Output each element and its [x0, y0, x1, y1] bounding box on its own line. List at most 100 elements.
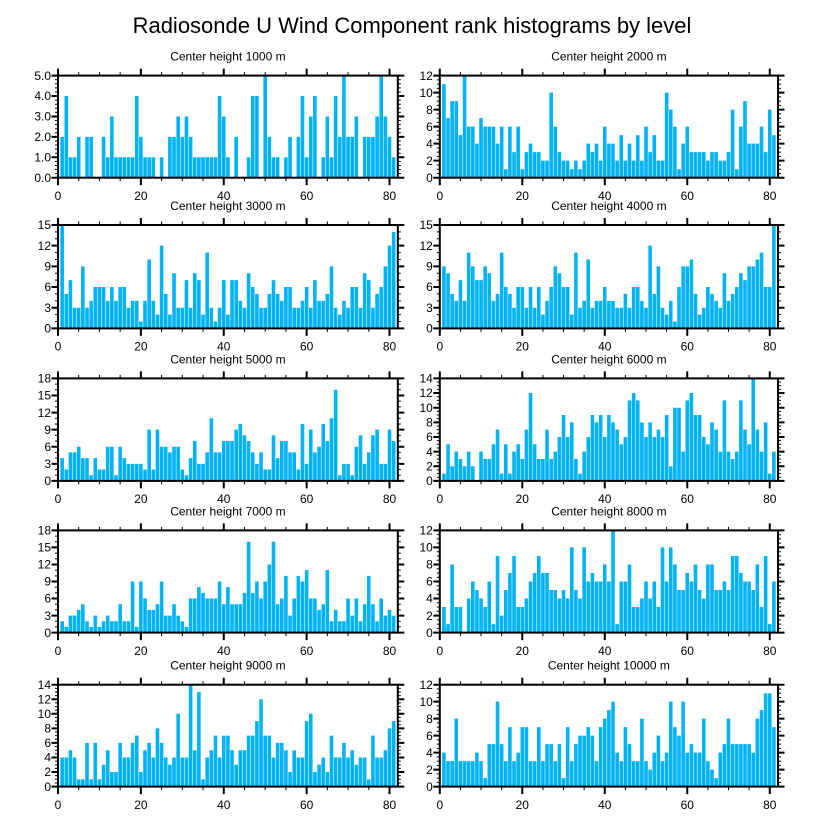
svg-text:40: 40	[598, 644, 612, 658]
svg-text:80: 80	[383, 189, 397, 203]
svg-text:4: 4	[426, 746, 433, 760]
svg-text:60: 60	[681, 492, 695, 506]
svg-text:40: 40	[217, 798, 231, 812]
svg-text:4: 4	[426, 592, 433, 606]
svg-text:80: 80	[763, 798, 777, 812]
svg-text:2: 2	[426, 609, 433, 623]
svg-text:Center height 1000 m: Center height 1000 m	[170, 50, 285, 64]
svg-text:40: 40	[598, 340, 612, 354]
svg-text:80: 80	[763, 492, 777, 506]
svg-text:Center height 8000 m: Center height 8000 m	[551, 504, 666, 518]
svg-text:4: 4	[426, 445, 433, 459]
svg-text:9: 9	[44, 423, 51, 437]
svg-text:40: 40	[217, 189, 231, 203]
svg-text:Center height 10000 m: Center height 10000 m	[548, 659, 670, 673]
svg-text:6: 6	[426, 120, 433, 134]
svg-text:60: 60	[300, 798, 314, 812]
svg-text:3: 3	[44, 609, 51, 623]
svg-text:14: 14	[419, 372, 433, 386]
svg-text:10: 10	[419, 86, 433, 100]
svg-text:60: 60	[300, 492, 314, 506]
svg-text:9: 9	[426, 260, 433, 274]
svg-text:0: 0	[426, 780, 433, 794]
svg-text:15: 15	[419, 218, 433, 232]
svg-text:60: 60	[300, 340, 314, 354]
svg-text:6: 6	[426, 575, 433, 589]
svg-text:14: 14	[38, 678, 52, 692]
svg-text:20: 20	[134, 644, 148, 658]
svg-text:20: 20	[134, 492, 148, 506]
svg-text:80: 80	[383, 798, 397, 812]
svg-text:80: 80	[383, 340, 397, 354]
svg-text:Center height 6000 m: Center height 6000 m	[551, 352, 666, 366]
svg-text:Center height 2000 m: Center height 2000 m	[551, 50, 666, 64]
svg-text:3: 3	[44, 457, 51, 471]
svg-text:12: 12	[419, 524, 433, 538]
svg-text:4.0: 4.0	[34, 89, 51, 103]
svg-text:15: 15	[38, 218, 52, 232]
svg-text:8: 8	[426, 558, 433, 572]
svg-text:0: 0	[426, 474, 433, 488]
svg-text:0: 0	[55, 340, 62, 354]
svg-text:10: 10	[38, 707, 52, 721]
svg-text:0: 0	[436, 798, 443, 812]
svg-text:0: 0	[55, 492, 62, 506]
svg-text:0: 0	[44, 474, 51, 488]
svg-text:20: 20	[516, 189, 530, 203]
svg-text:3: 3	[44, 301, 51, 315]
svg-text:15: 15	[38, 541, 52, 555]
svg-text:2: 2	[426, 459, 433, 473]
svg-text:40: 40	[598, 798, 612, 812]
svg-text:Center height 5000 m: Center height 5000 m	[170, 352, 285, 366]
svg-text:0: 0	[55, 644, 62, 658]
svg-text:40: 40	[598, 492, 612, 506]
svg-text:20: 20	[516, 340, 530, 354]
svg-text:Center height 9000 m: Center height 9000 m	[170, 659, 285, 673]
svg-text:60: 60	[681, 340, 695, 354]
svg-text:0: 0	[426, 322, 433, 336]
svg-text:Center height 4000 m: Center height 4000 m	[551, 199, 666, 213]
svg-text:Center height 3000 m: Center height 3000 m	[170, 199, 285, 213]
svg-text:Radiosonde U Wind Component ra: Radiosonde U Wind Component rank histogr…	[133, 13, 692, 38]
svg-text:40: 40	[217, 492, 231, 506]
svg-text:20: 20	[134, 340, 148, 354]
svg-text:12: 12	[419, 239, 433, 253]
svg-text:8: 8	[44, 722, 51, 736]
svg-text:12: 12	[38, 239, 52, 253]
svg-text:10: 10	[419, 401, 433, 415]
svg-text:0: 0	[44, 626, 51, 640]
svg-text:20: 20	[134, 189, 148, 203]
svg-text:12: 12	[419, 678, 433, 692]
svg-text:80: 80	[763, 340, 777, 354]
svg-text:0: 0	[436, 189, 443, 203]
svg-text:6: 6	[426, 280, 433, 294]
svg-text:Center height 7000 m: Center height 7000 m	[170, 504, 285, 518]
svg-text:60: 60	[681, 189, 695, 203]
svg-text:60: 60	[300, 644, 314, 658]
svg-text:12: 12	[38, 406, 52, 420]
svg-text:12: 12	[38, 558, 52, 572]
svg-text:6: 6	[44, 736, 51, 750]
svg-text:8: 8	[426, 416, 433, 430]
svg-text:20: 20	[134, 798, 148, 812]
svg-text:0: 0	[436, 340, 443, 354]
svg-text:6: 6	[426, 729, 433, 743]
svg-text:5.0: 5.0	[34, 69, 51, 83]
svg-text:18: 18	[38, 372, 52, 386]
svg-text:6: 6	[44, 280, 51, 294]
svg-text:9: 9	[44, 575, 51, 589]
svg-text:0: 0	[436, 644, 443, 658]
svg-text:10: 10	[419, 541, 433, 555]
svg-text:0: 0	[426, 626, 433, 640]
svg-text:60: 60	[300, 189, 314, 203]
svg-text:9: 9	[44, 260, 51, 274]
svg-text:20: 20	[516, 492, 530, 506]
svg-text:2.0: 2.0	[34, 130, 51, 144]
svg-text:0: 0	[426, 171, 433, 185]
svg-text:60: 60	[681, 798, 695, 812]
svg-text:20: 20	[516, 644, 530, 658]
svg-text:12: 12	[419, 69, 433, 83]
svg-text:6: 6	[44, 440, 51, 454]
svg-text:3.0: 3.0	[34, 110, 51, 124]
svg-text:0: 0	[44, 322, 51, 336]
